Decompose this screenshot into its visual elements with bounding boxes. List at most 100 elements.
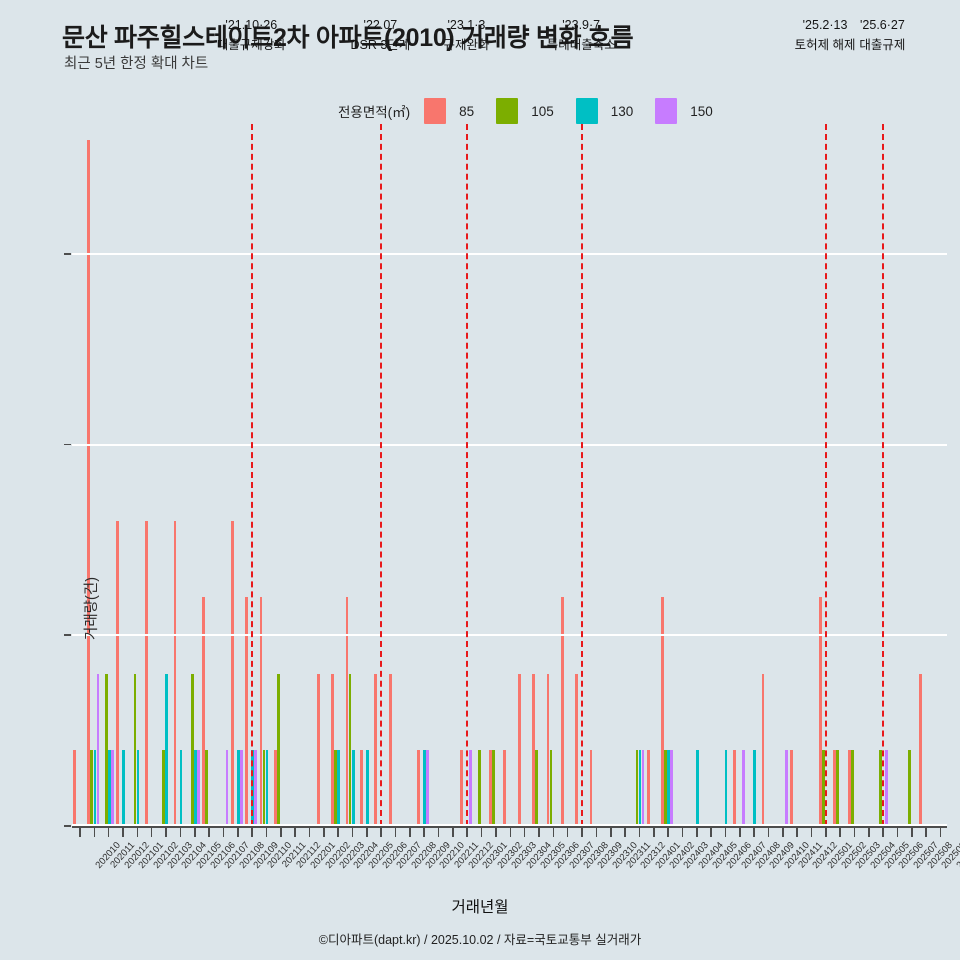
bar-202103-85[interactable] (144, 521, 148, 826)
bar-202012-150[interactable] (110, 749, 114, 826)
bar-202111-85[interactable] (259, 597, 263, 826)
bar-202105-130[interactable] (179, 749, 183, 826)
bar-202204-130[interactable] (337, 749, 341, 826)
bar-202401-150[interactable] (641, 749, 645, 826)
bar-202012-105[interactable] (104, 673, 108, 826)
bar-202304-85[interactable] (503, 749, 507, 826)
bar-202502-105[interactable] (822, 749, 825, 826)
legend-item-85[interactable]: 85 (424, 98, 474, 124)
legend-item-105[interactable]: 105 (496, 98, 554, 124)
bar-202010-85[interactable] (73, 749, 76, 826)
bar-202308-85[interactable] (560, 597, 564, 826)
bar-202101-130[interactable] (122, 749, 125, 826)
bar-202410-85[interactable] (761, 673, 765, 826)
bar-202206-85[interactable] (360, 749, 363, 826)
bar-202401-105[interactable] (635, 749, 639, 826)
bar-202307-105[interactable] (549, 749, 553, 826)
bar-202504-105[interactable] (850, 749, 854, 826)
bar-202506-150[interactable] (885, 749, 889, 826)
bar-202407-130[interactable] (724, 749, 728, 826)
bar-202403-105[interactable] (664, 749, 668, 826)
bar-202305-85[interactable] (517, 673, 521, 826)
bar-202101-85[interactable] (116, 521, 119, 826)
bar-202110-85[interactable] (245, 597, 249, 826)
bar-202203-85[interactable] (317, 673, 320, 826)
bar-202301-85[interactable] (460, 749, 464, 826)
bar-202104-105[interactable] (162, 749, 165, 826)
bar-202012-130[interactable] (107, 749, 111, 826)
bar-202206-130[interactable] (366, 749, 369, 826)
bar-202210-130[interactable] (423, 749, 427, 826)
bar-202011-105[interactable] (90, 749, 94, 826)
bar-202205-130[interactable] (351, 749, 355, 826)
bar-group-202305 (517, 140, 530, 826)
bar-202408-150[interactable] (742, 749, 745, 826)
bar-202111-130[interactable] (265, 749, 269, 826)
event-label-202502: '25.2·13 토허제 해제 (795, 15, 856, 55)
bar-202109-130[interactable] (236, 749, 240, 826)
bar-202105-85[interactable] (173, 521, 177, 826)
bar-202112-105[interactable] (276, 673, 280, 826)
bar-202503-105[interactable] (836, 749, 840, 826)
bar-202109-85[interactable] (230, 521, 234, 826)
x-tick-202308 (566, 826, 569, 837)
event-line-202301 (466, 124, 469, 826)
bar-202508-105[interactable] (908, 749, 911, 826)
bar-202204-85[interactable] (331, 673, 335, 826)
bar-group-202010 (73, 140, 85, 826)
bar-202205-105[interactable] (348, 673, 352, 826)
bar-202503-85[interactable] (833, 749, 837, 826)
bar-202104-130[interactable] (165, 673, 169, 826)
bar-202302-105[interactable] (477, 749, 481, 826)
bar-202403-85[interactable] (661, 597, 665, 826)
bar-202408-85[interactable] (732, 749, 736, 826)
bar-202412-85[interactable] (790, 749, 794, 826)
bar-202106-130[interactable] (193, 749, 197, 826)
bar-202011-85[interactable] (87, 140, 91, 826)
bar-202401-130[interactable] (638, 749, 642, 826)
bar-202303-85[interactable] (489, 749, 492, 826)
bar-202011-130[interactable] (93, 749, 97, 826)
bar-202205-85[interactable] (345, 597, 349, 826)
bar-202102-105[interactable] (133, 673, 137, 826)
bar-202111-105[interactable] (262, 749, 266, 826)
legend-item-130[interactable]: 130 (575, 98, 633, 124)
bar-202504-85[interactable] (847, 749, 851, 826)
bar-202309-85[interactable] (575, 673, 578, 826)
bar-202106-150[interactable] (196, 749, 200, 826)
bar-202409-130[interactable] (753, 749, 757, 826)
legend-item-150[interactable]: 150 (655, 98, 713, 124)
bar-202403-150[interactable] (670, 749, 674, 826)
bar-202509-85[interactable] (919, 673, 923, 826)
bar-202204-105[interactable] (334, 749, 338, 826)
bar-202110-150[interactable] (254, 749, 258, 826)
bar-202210-150[interactable] (426, 749, 430, 826)
bar-202403-130[interactable] (667, 749, 671, 826)
bar-group-202105 (173, 140, 186, 826)
bar-202306-105[interactable] (535, 749, 538, 826)
bar-202011-150[interactable] (96, 673, 100, 826)
bar-202108-150[interactable] (225, 749, 229, 826)
y-tick-mark (64, 253, 71, 255)
bar-202107-85[interactable] (202, 597, 206, 826)
bar-202106-105[interactable] (190, 673, 194, 826)
bar-202109-150[interactable] (239, 749, 243, 826)
bar-202102-130[interactable] (136, 749, 140, 826)
bar-202506-105[interactable] (879, 749, 883, 826)
bar-202107-105[interactable] (205, 749, 209, 826)
bar-202405-130[interactable] (695, 749, 699, 826)
bar-202310-85[interactable] (589, 749, 593, 826)
bar-202411-150[interactable] (785, 749, 788, 826)
bar-202306-85[interactable] (532, 673, 535, 826)
bar-202208-85[interactable] (388, 673, 392, 826)
plot-baseline (72, 824, 947, 826)
bar-202112-85[interactable] (273, 749, 277, 826)
bar-202307-85[interactable] (546, 673, 550, 826)
bar-202402-85[interactable] (646, 749, 650, 826)
bar-202502-85[interactable] (819, 597, 822, 826)
bar-202301-150[interactable] (469, 749, 473, 826)
bar-202303-105[interactable] (492, 749, 495, 826)
bar-group-202506 (876, 140, 889, 826)
bar-202207-85[interactable] (374, 673, 378, 826)
bar-202210-85[interactable] (417, 749, 421, 826)
